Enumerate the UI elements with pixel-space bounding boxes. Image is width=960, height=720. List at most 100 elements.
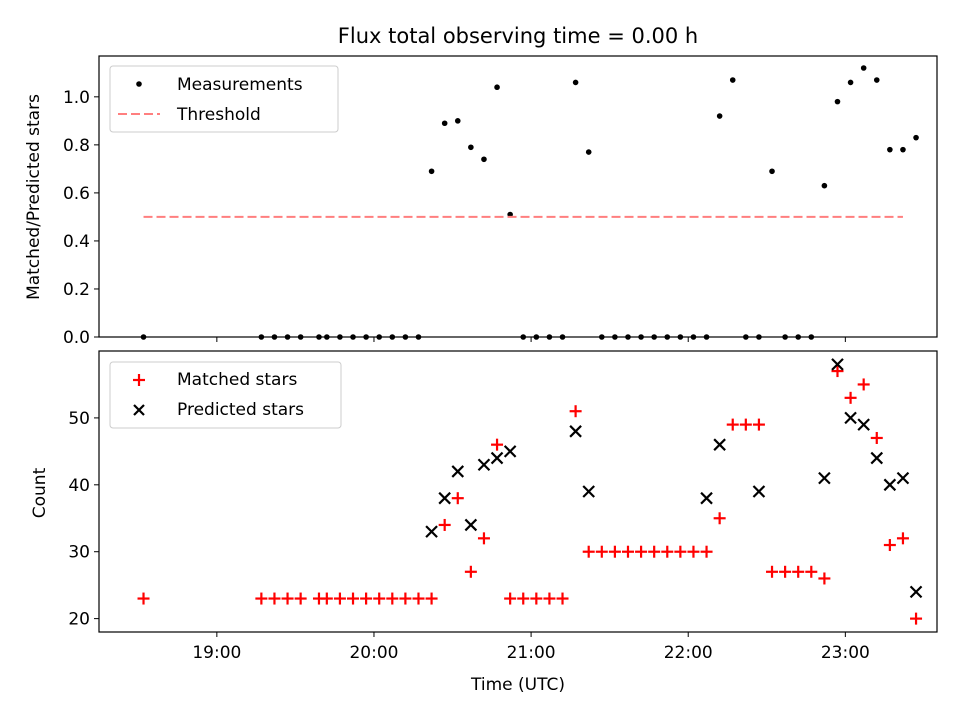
measurement-point xyxy=(337,334,343,340)
measurement-point xyxy=(415,334,422,340)
chart-title: Flux total observing time = 0.00 h xyxy=(338,24,698,48)
legend-measurements-marker xyxy=(136,81,142,87)
measurement-point xyxy=(494,84,500,91)
measurement-point xyxy=(690,334,697,340)
matched-star-point xyxy=(818,572,831,585)
matched-star-point xyxy=(399,592,412,605)
matched-star-point xyxy=(844,391,857,404)
measurement-point xyxy=(520,334,527,340)
matched-star-point xyxy=(595,545,608,558)
bottom-axes: 20 30 40 50 19:00 20:00 21:00 22:00 23:00 Count… xyxy=(30,350,938,695)
matched-star-point xyxy=(700,545,713,558)
x-axis-label: Time (UTC) xyxy=(470,675,565,695)
predicted-star-point xyxy=(464,518,478,532)
measurement-point xyxy=(638,334,644,340)
matched-star-point xyxy=(373,592,386,605)
legend-predicted-marker xyxy=(133,404,145,416)
matched-star-point xyxy=(910,612,923,625)
matched-star-point xyxy=(648,545,661,558)
matched-star-point xyxy=(477,532,490,545)
measurement-point xyxy=(454,118,461,124)
matched-star-point xyxy=(294,592,307,605)
matched-star-point xyxy=(464,565,477,578)
top-series-layer xyxy=(140,65,919,340)
x-tick-label: 19:00 xyxy=(192,643,241,663)
measurement-point xyxy=(389,334,396,340)
measurement-point xyxy=(585,149,592,155)
y-tick-label: 0.8 xyxy=(63,136,90,156)
measurement-point xyxy=(782,334,788,340)
predicted-star-point xyxy=(713,438,726,451)
predicted-star-point xyxy=(818,471,831,485)
matched-star-point xyxy=(621,545,634,558)
y-tick-label: 0.6 xyxy=(63,184,90,204)
y-tick-label: 1.0 xyxy=(63,88,90,108)
matched-star-point xyxy=(347,592,360,605)
measurement-point xyxy=(533,334,540,340)
predicted-star-point xyxy=(883,478,897,492)
matched-star-point xyxy=(896,532,909,545)
measurement-point xyxy=(350,334,356,340)
matched-star-point xyxy=(857,378,870,391)
matched-star-point xyxy=(543,592,556,605)
predicted-star-point xyxy=(503,445,517,458)
predicted-star-point xyxy=(700,491,713,505)
legend-threshold-label: Threshold xyxy=(176,105,261,125)
measurement-point xyxy=(847,79,854,86)
measurement-point xyxy=(887,146,893,153)
y-tick-label: 40 xyxy=(68,476,90,496)
matched-star-point xyxy=(360,592,373,605)
measurement-point xyxy=(559,334,566,340)
y-tick-label: 0.4 xyxy=(63,232,90,252)
measurement-point xyxy=(664,334,671,340)
predicted-star-point xyxy=(831,358,844,371)
predicted-star-point xyxy=(844,411,857,425)
measurement-point xyxy=(376,334,383,340)
matched-star-point xyxy=(883,539,896,552)
measurement-point xyxy=(599,334,605,340)
matched-star-point xyxy=(320,592,333,605)
matched-star-point xyxy=(556,592,569,605)
measurement-point xyxy=(625,334,631,340)
matched-star-point xyxy=(281,592,294,605)
y-tick-label: 0.2 xyxy=(63,280,90,300)
measurement-point xyxy=(795,334,802,340)
top-legend: Measurements Threshold xyxy=(109,65,339,133)
bottom-y-axis-label: Count xyxy=(30,467,50,518)
measurement-point xyxy=(769,168,775,175)
matched-star-point xyxy=(687,545,700,558)
legend-matched-label: Matched stars xyxy=(177,370,297,390)
measurement-point xyxy=(572,79,579,86)
legend-predicted-label: Predicted stars xyxy=(177,400,304,420)
measurement-point xyxy=(140,334,147,340)
predicted-star-point xyxy=(752,485,766,498)
bottom-legend-box xyxy=(109,361,342,429)
matched-star-point xyxy=(661,545,674,558)
measurement-point xyxy=(284,334,291,340)
measurement-point xyxy=(612,334,618,340)
bottom-series-layer xyxy=(137,358,923,625)
legend-measurements-label: Measurements xyxy=(177,75,303,95)
matched-star-point xyxy=(713,512,726,525)
measurement-point xyxy=(729,77,736,83)
measurement-point xyxy=(481,156,487,163)
measurement-point xyxy=(441,120,448,127)
measurement-point xyxy=(271,334,278,340)
predicted-star-point xyxy=(582,485,595,498)
matched-star-point xyxy=(412,592,425,605)
matched-star-point xyxy=(425,592,438,605)
measurement-point xyxy=(363,334,369,340)
measurement-point xyxy=(821,182,828,189)
matched-star-point xyxy=(726,418,739,431)
y-tick-label: 20 xyxy=(68,610,90,630)
matched-star-point xyxy=(674,545,687,558)
y-tick-label: 30 xyxy=(68,543,90,563)
legend-matched-marker xyxy=(133,374,145,386)
predicted-star-point xyxy=(569,425,582,438)
matched-star-point xyxy=(608,545,621,558)
predicted-star-point xyxy=(438,491,451,505)
matched-star-point xyxy=(255,592,268,605)
measurement-point xyxy=(297,334,304,340)
matched-star-point xyxy=(870,431,883,444)
